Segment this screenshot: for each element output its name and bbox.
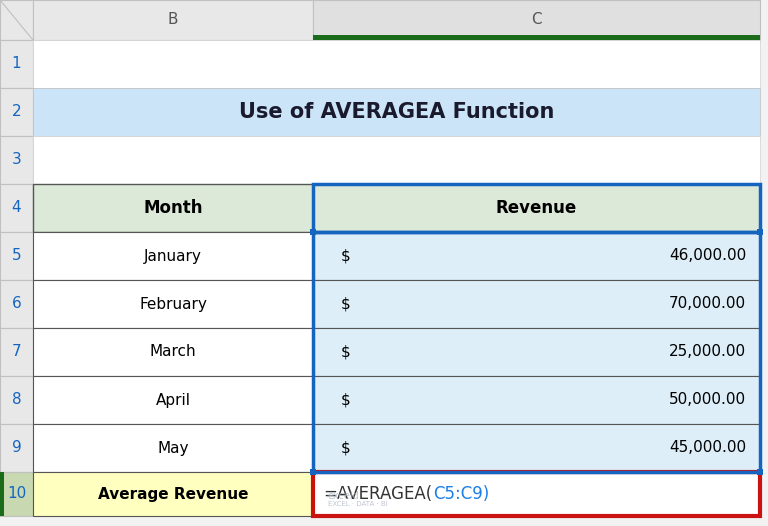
Text: 10: 10 [7,487,26,501]
Text: 2: 2 [12,105,22,119]
Bar [33,472,313,516]
Bar [310,229,316,235]
Bar [313,424,760,472]
Text: B: B [167,13,178,27]
Bar [313,0,760,40]
Bar [313,232,760,280]
Text: 45,000.00: 45,000.00 [669,440,746,456]
Text: February: February [139,297,207,311]
Text: 8: 8 [12,392,22,408]
Bar [33,424,313,472]
Bar [33,232,313,280]
Text: EXCEL · DATA · BI: EXCEL · DATA · BI [328,501,388,507]
Text: $: $ [341,345,351,359]
Bar [33,136,760,184]
Bar [0,136,33,184]
Text: 70,000.00: 70,000.00 [669,297,746,311]
Bar [0,232,33,280]
Text: 46,000.00: 46,000.00 [669,248,746,264]
Text: 25,000.00: 25,000.00 [669,345,746,359]
Bar [0,424,33,472]
Text: Revenue: Revenue [496,199,577,217]
Bar [33,0,313,40]
Text: 3: 3 [12,153,22,167]
Text: April: April [155,392,190,408]
Bar [0,328,33,376]
Bar [757,469,763,475]
Text: $: $ [341,248,351,264]
Bar [313,184,760,232]
Text: March: March [150,345,197,359]
Text: exceld: exceld [328,491,359,501]
Text: $: $ [341,440,351,456]
Text: Month: Month [144,199,203,217]
Bar [0,472,4,516]
Text: $: $ [341,297,351,311]
Bar [33,40,760,88]
Bar [310,469,316,475]
Text: 6: 6 [12,297,22,311]
Bar [33,376,313,424]
Bar [313,376,760,424]
Text: C5:C9): C5:C9) [433,485,489,503]
Bar [33,88,760,136]
Text: 4: 4 [12,200,22,216]
Bar [0,280,33,328]
Bar [33,184,313,232]
Text: January: January [144,248,202,264]
Bar [0,472,33,516]
Text: 5: 5 [12,248,22,264]
Bar [0,0,33,40]
Text: Use of AVERAGEA Function: Use of AVERAGEA Function [239,102,554,122]
Bar [33,280,313,328]
Text: May: May [157,440,189,456]
Text: C: C [531,13,541,27]
Bar [0,40,33,88]
Bar [313,472,760,516]
Text: 1: 1 [12,56,22,72]
Text: 7: 7 [12,345,22,359]
Text: Average Revenue: Average Revenue [98,487,248,501]
Bar [313,35,760,40]
Text: 9: 9 [12,440,22,456]
Text: =AVERAGEA(: =AVERAGEA( [323,485,432,503]
Text: $: $ [341,392,351,408]
Text: 50,000.00: 50,000.00 [669,392,746,408]
Bar [313,232,760,472]
Bar [313,280,760,328]
Bar [0,376,33,424]
Bar [757,229,763,235]
Bar [313,184,760,232]
Bar [313,328,760,376]
Bar [33,328,313,376]
Bar [0,184,33,232]
Bar [0,88,33,136]
